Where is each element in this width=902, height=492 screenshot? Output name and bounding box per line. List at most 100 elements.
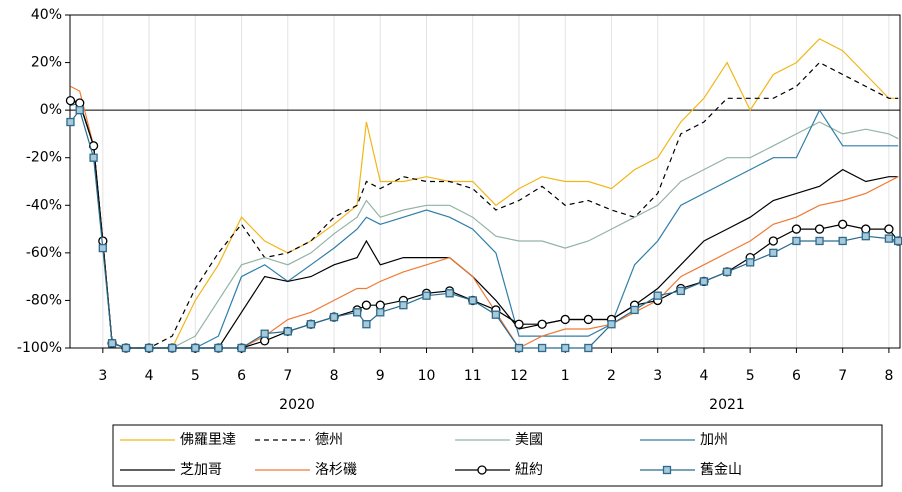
point-marker [422,291,431,300]
point-marker [75,105,84,115]
point-marker [537,343,547,353]
point-marker [361,300,372,310]
point-marker [699,277,709,286]
point-marker [884,224,894,234]
year-label: 2021 [709,397,745,413]
legend-label: 洛杉磯 [315,462,357,478]
point-marker [838,236,847,246]
point-marker [362,320,371,329]
series-line [70,102,899,349]
point-marker [329,312,339,322]
point-marker [491,310,501,319]
series-line [70,85,899,349]
point-marker [445,289,454,298]
x-tick-label: 6 [792,368,801,384]
point-marker [769,248,778,258]
y-tick-label: 0% [40,102,62,118]
plot-frame [69,14,901,349]
point-marker [260,336,270,346]
x-tick-label: 1 [561,368,570,384]
x-tick-label: 10 [418,368,436,384]
x-tick-label: 9 [376,368,385,384]
point-marker [791,224,802,234]
x-tick-label: 4 [699,368,708,384]
legend-marker [662,465,672,475]
point-marker [768,236,778,246]
legend-box [112,424,883,487]
point-marker [814,224,825,234]
y-tick-label: 40% [31,7,62,23]
series-line [70,61,899,349]
x-tick-label: 12 [510,368,528,384]
x-tick-label: 3 [98,368,107,384]
point-marker [537,319,547,329]
point-marker [352,308,362,317]
x-tick-label: 3 [653,368,662,384]
legend-label: 芝加哥 [180,462,222,478]
x-tick-label: 5 [191,368,200,384]
year-label: 2020 [279,397,315,413]
point-marker [144,343,154,353]
point-marker [191,343,200,353]
point-marker [214,343,223,353]
point-marker [237,343,246,353]
point-marker [884,234,894,243]
legend-item: 佛羅里達 [120,432,236,448]
y-tick-label: -80% [26,292,62,308]
legend-label: 佛羅里達 [180,432,236,448]
point-marker [283,327,292,336]
point-marker [861,232,870,241]
y-tick-label: -100% [17,340,62,356]
x-tick-label: 6 [237,368,246,384]
x-tick-label: 8 [330,368,339,384]
point-marker [584,343,593,353]
x-tick-label: 11 [464,368,482,384]
series-line [70,102,899,349]
point-marker [89,153,98,162]
legend-item: 加州 [640,432,728,448]
point-marker [607,320,616,329]
point-marker [861,224,871,234]
point-marker [121,343,131,353]
point-marker [894,236,902,246]
point-marker [514,319,524,329]
point-marker [260,329,269,338]
point-marker [306,320,316,329]
point-marker [376,308,385,317]
point-marker [375,300,385,310]
point-marker [66,117,75,127]
series-line [70,38,899,349]
legend-item: 芝加哥 [120,462,222,478]
y-tick-label: -40% [26,197,62,213]
point-marker [560,314,570,325]
y-tick-label: 20% [31,55,62,71]
legend-item: 美國 [455,432,543,448]
x-tick-label: 7 [283,368,292,384]
legend-marker [477,465,487,475]
point-marker [676,286,685,296]
legend-label: 美國 [515,432,543,448]
legend-label: 加州 [700,432,728,448]
legend-item: 洛杉磯 [255,462,357,478]
point-marker [168,343,177,353]
point-marker [583,314,593,325]
legend-item: 紐約 [455,462,543,478]
x-tick-label: 4 [145,368,154,384]
point-marker [722,267,732,277]
point-marker [75,98,85,108]
x-tick-label: 8 [884,368,893,384]
point-marker [815,236,824,246]
point-marker [107,339,117,348]
point-marker [514,343,524,353]
legend-item: 舊金山 [640,462,742,478]
point-marker [561,343,570,353]
point-marker [630,305,639,315]
point-marker [838,219,848,229]
legend-item: 德州 [255,432,343,448]
point-marker [468,296,477,305]
legend-label: 德州 [315,432,343,448]
y-tick-label: -20% [26,150,62,166]
point-marker [792,236,801,246]
x-tick-label: 5 [746,368,755,384]
